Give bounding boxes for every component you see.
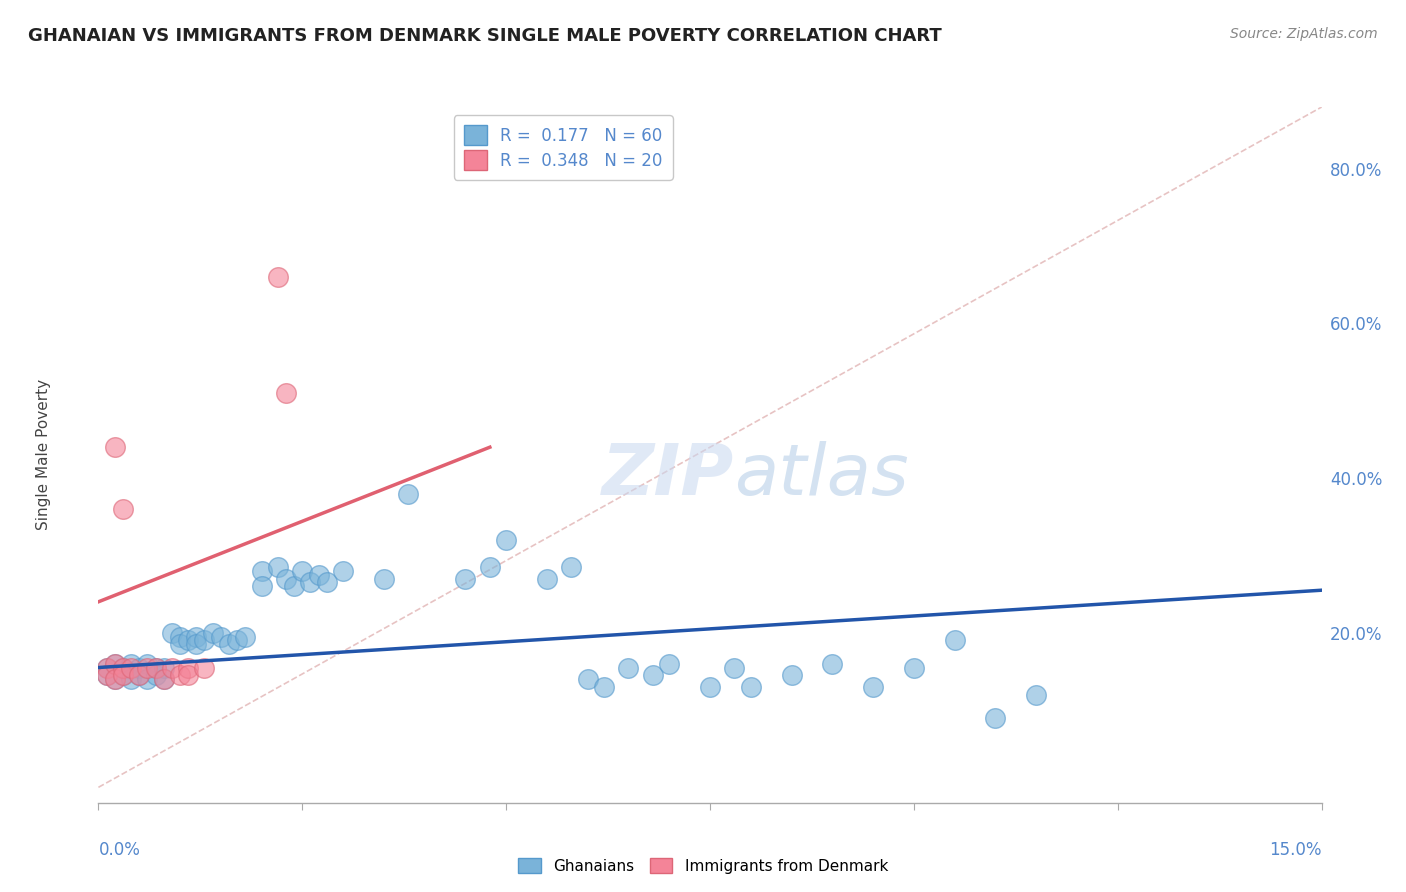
Point — [373, 572, 395, 586]
Point — [169, 630, 191, 644]
Point — [111, 668, 134, 682]
Point — [128, 668, 150, 682]
Point — [177, 668, 200, 682]
Point — [120, 672, 142, 686]
Point — [478, 560, 501, 574]
Point — [169, 668, 191, 682]
Text: ZIP: ZIP — [602, 442, 734, 510]
Point — [186, 630, 208, 644]
Point — [274, 572, 297, 586]
Point — [536, 572, 558, 586]
Text: Single Male Poverty: Single Male Poverty — [37, 379, 51, 531]
Point — [267, 270, 290, 285]
Point — [299, 575, 322, 590]
Point — [136, 660, 159, 674]
Point — [186, 637, 208, 651]
Point — [576, 672, 599, 686]
Point — [104, 657, 127, 671]
Point — [111, 660, 134, 674]
Point — [283, 579, 305, 593]
Point — [111, 660, 134, 674]
Point — [128, 660, 150, 674]
Point — [145, 668, 167, 682]
Point — [658, 657, 681, 671]
Point — [96, 668, 118, 682]
Point — [145, 660, 167, 674]
Point — [111, 502, 134, 516]
Point — [193, 633, 215, 648]
Text: 0.0%: 0.0% — [98, 841, 141, 859]
Point — [943, 633, 966, 648]
Point — [780, 668, 803, 682]
Point — [593, 680, 616, 694]
Point — [152, 672, 174, 686]
Point — [250, 579, 273, 593]
Point — [984, 711, 1007, 725]
Point — [821, 657, 844, 671]
Point — [111, 668, 134, 682]
Point — [396, 486, 419, 500]
Point — [218, 637, 240, 651]
Point — [560, 560, 582, 574]
Point — [332, 564, 354, 578]
Point — [209, 630, 232, 644]
Point — [308, 567, 330, 582]
Point — [315, 575, 337, 590]
Point — [267, 560, 290, 574]
Text: GHANAIAN VS IMMIGRANTS FROM DENMARK SINGLE MALE POVERTY CORRELATION CHART: GHANAIAN VS IMMIGRANTS FROM DENMARK SING… — [28, 27, 942, 45]
Point — [160, 625, 183, 640]
Point — [120, 657, 142, 671]
Point — [104, 440, 127, 454]
Point — [291, 564, 314, 578]
Point — [699, 680, 721, 694]
Point — [96, 668, 118, 682]
Text: atlas: atlas — [734, 442, 910, 510]
Point — [136, 657, 159, 671]
Text: Source: ZipAtlas.com: Source: ZipAtlas.com — [1230, 27, 1378, 41]
Point — [723, 660, 745, 674]
Point — [145, 660, 167, 674]
Point — [454, 572, 477, 586]
Point — [233, 630, 256, 644]
Point — [641, 668, 664, 682]
Point — [201, 625, 224, 640]
Point — [617, 660, 640, 674]
Point — [136, 672, 159, 686]
Point — [128, 668, 150, 682]
Point — [104, 657, 127, 671]
Point — [120, 660, 142, 674]
Point — [226, 633, 249, 648]
Legend: Ghanaians, Immigrants from Denmark: Ghanaians, Immigrants from Denmark — [512, 852, 894, 880]
Point — [250, 564, 273, 578]
Legend: R =  0.177   N = 60, R =  0.348   N = 20: R = 0.177 N = 60, R = 0.348 N = 20 — [454, 115, 672, 179]
Point — [903, 660, 925, 674]
Point — [160, 660, 183, 674]
Text: 15.0%: 15.0% — [1270, 841, 1322, 859]
Point — [96, 660, 118, 674]
Point — [152, 672, 174, 686]
Point — [104, 672, 127, 686]
Point — [862, 680, 884, 694]
Point — [193, 660, 215, 674]
Point — [177, 660, 200, 674]
Point — [1025, 688, 1047, 702]
Point — [152, 660, 174, 674]
Point — [495, 533, 517, 547]
Point — [740, 680, 762, 694]
Point — [169, 637, 191, 651]
Point — [274, 386, 297, 401]
Point — [96, 660, 118, 674]
Point — [177, 633, 200, 648]
Point — [104, 672, 127, 686]
